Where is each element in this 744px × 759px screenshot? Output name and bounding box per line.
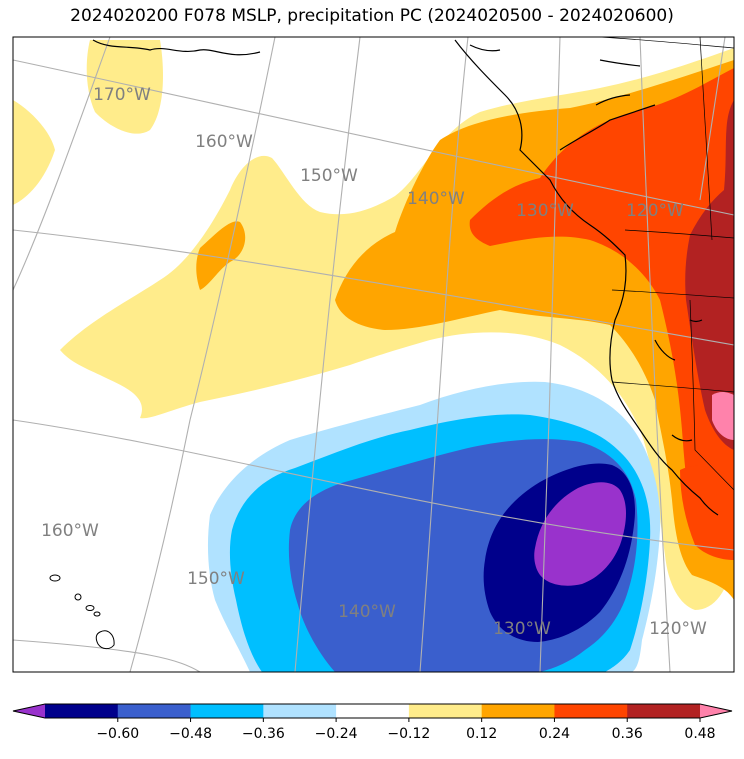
lon-label-top-3: 150°W xyxy=(300,166,358,186)
field-yellow-west xyxy=(86,40,163,134)
colorbar-segment xyxy=(117,704,192,718)
map-title: 2024020200 F078 MSLP, precipitation PC (… xyxy=(70,6,674,26)
colorbar-outline xyxy=(12,703,733,719)
colorbar-segment xyxy=(336,704,410,718)
colorbar-segment xyxy=(408,704,483,718)
field-yellow-westedge xyxy=(13,100,55,205)
colorbar-segment xyxy=(45,704,119,718)
colorbar-tick-label: 0.24 xyxy=(539,726,570,742)
field-red-south xyxy=(680,465,734,560)
colorbar-segment xyxy=(627,704,701,718)
lon-label-bottom-1: 160°W xyxy=(41,521,99,541)
colorbar-segment xyxy=(263,704,337,718)
field-pink xyxy=(712,391,734,440)
lon-label-bottom-5: 120°W xyxy=(649,619,707,639)
lon-label-top-4: 140°W xyxy=(407,189,465,209)
colorbar-tick-label: −0.12 xyxy=(387,726,430,742)
colorbar-tick-label: −0.48 xyxy=(169,726,212,742)
colorbar-tick-label: −0.24 xyxy=(315,726,358,742)
colorbar: −0.60 −0.48 −0.36 −0.24 −0.12 0.12 0.24 0.36 0.4… xyxy=(12,703,733,742)
lon-label-top-5: 130°W xyxy=(516,201,574,221)
map-frame xyxy=(12,36,735,673)
colorbar-segment xyxy=(481,704,555,718)
borders xyxy=(599,36,735,491)
colorbar-extend-min xyxy=(13,704,45,718)
field-purple xyxy=(534,482,626,586)
lon-label-top-1: 170°W xyxy=(93,85,151,105)
lon-label-bottom-2: 150°W xyxy=(187,569,245,589)
lon-label-bottom-4: 130°W xyxy=(493,619,551,639)
hawaii-islands xyxy=(49,574,115,650)
field-darkred xyxy=(685,100,734,450)
colorbar-extend-max xyxy=(700,704,732,718)
lon-label-top-2: 160°W xyxy=(195,132,253,152)
colorbar-tick-label: 0.12 xyxy=(466,726,497,742)
colorbar-segment xyxy=(190,704,264,718)
lon-label-top-6: 120°W xyxy=(626,201,684,221)
lon-label-bottom-3: 140°W xyxy=(338,602,396,622)
colorbar-tick-label: −0.36 xyxy=(242,726,285,742)
colorbar-segment xyxy=(554,704,628,718)
colorbar-tick-label: 0.48 xyxy=(684,726,715,742)
coastline xyxy=(92,39,719,516)
graticule xyxy=(12,36,735,673)
map-area xyxy=(12,36,735,673)
longitude-labels: 170°W 160°W 150°W 140°W 130°W 120°W 160°… xyxy=(41,85,707,639)
colorbar-tick-label: 0.36 xyxy=(612,726,643,742)
field-red xyxy=(469,68,734,555)
colorbar-tick-label: −0.60 xyxy=(96,726,139,742)
